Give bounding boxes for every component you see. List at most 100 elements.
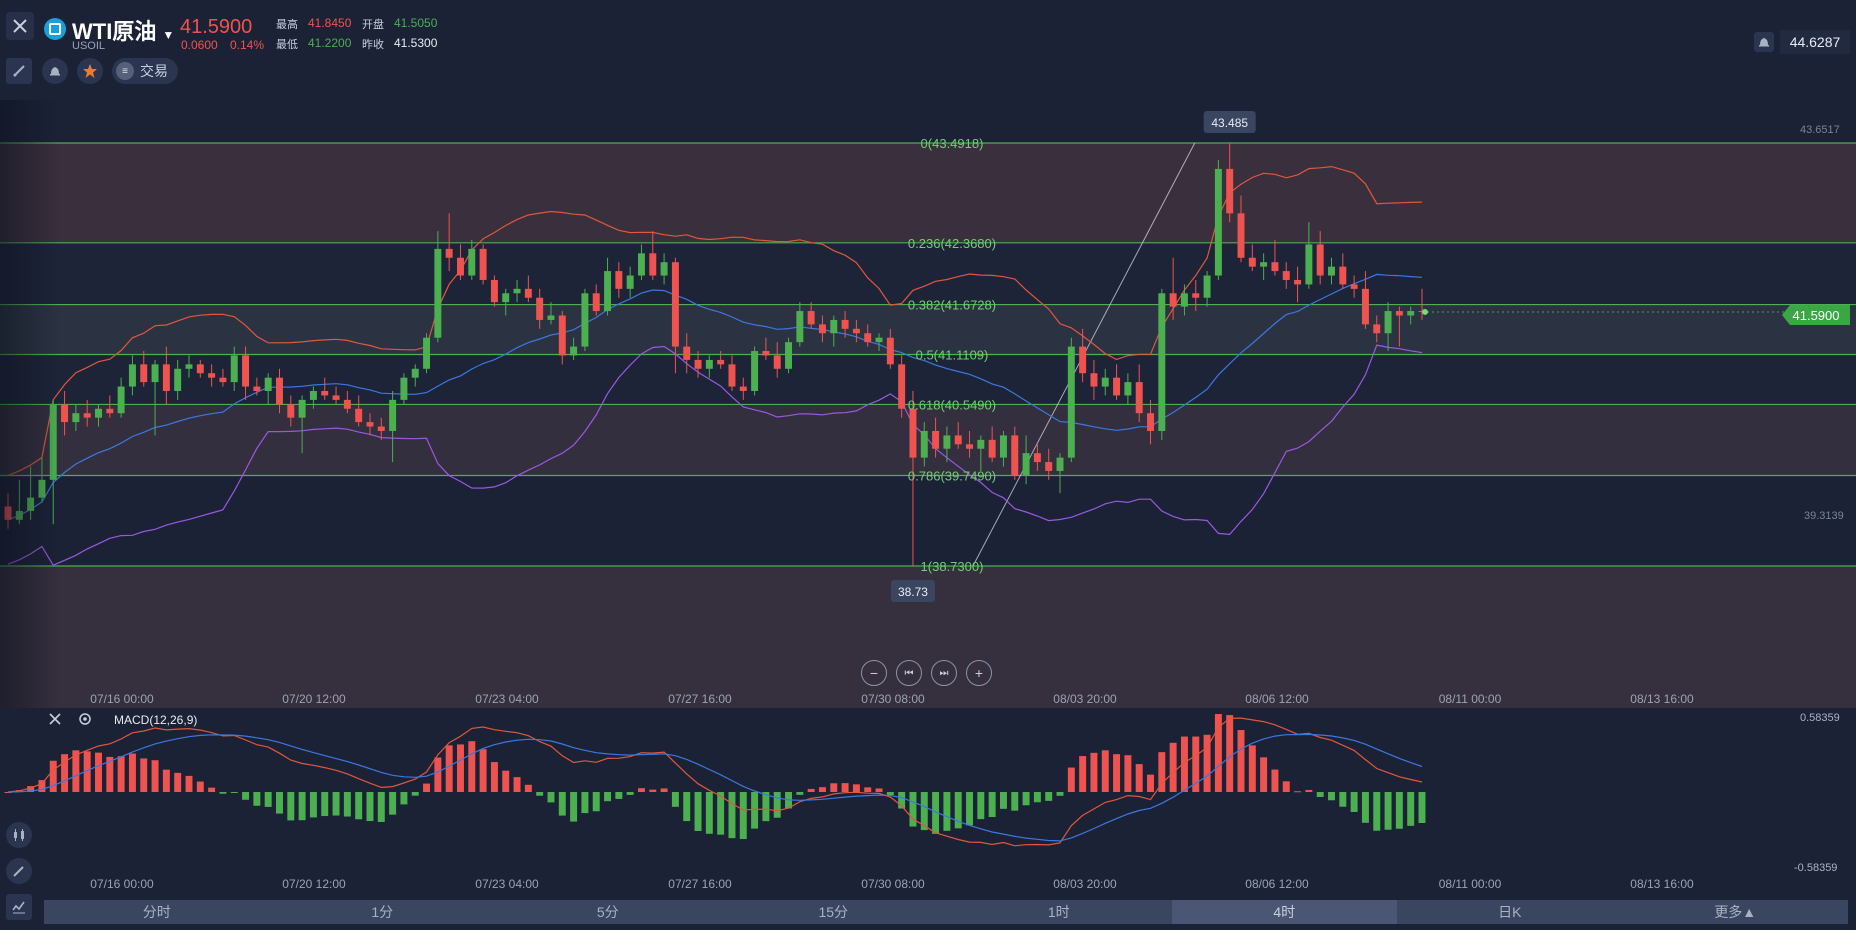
tab-more[interactable]: 更多▲	[1714, 904, 1757, 920]
symbol-icon	[44, 18, 66, 40]
macd-histogram-bar	[954, 792, 962, 829]
macd-histogram-bar	[1090, 752, 1098, 792]
scroll-forward-button[interactable]: ⏭	[931, 660, 957, 686]
candle-body	[1135, 382, 1143, 414]
chart-type-button[interactable]	[6, 822, 32, 848]
current-price: 41.5900	[180, 16, 253, 38]
tab-1hour[interactable]: 1时	[1047, 904, 1070, 920]
macd-histogram-bar	[1067, 767, 1075, 792]
macd-histogram-bar	[332, 792, 340, 816]
candle-body	[1045, 462, 1053, 471]
macd-histogram-bar	[162, 769, 170, 792]
tab-daily[interactable]: 日K	[1498, 904, 1522, 920]
macd-histogram-bar	[773, 792, 781, 818]
macd-histogram-bar	[1056, 792, 1064, 796]
candle-body	[1158, 293, 1166, 431]
macd-histogram-bar	[886, 792, 894, 796]
drawing-button[interactable]	[6, 858, 32, 884]
price-chart[interactable]: 0(43.4918) 0.236(42.3680) 0.382(41.6728) 0.…	[0, 0, 1856, 900]
high-marker-box	[1203, 111, 1256, 133]
tab-timeshare[interactable]: 分时	[142, 904, 171, 920]
fib-zone	[0, 304, 1856, 355]
symbol-selector[interactable]: WTI原油 ▼	[72, 14, 174, 46]
macd-histogram-bar	[751, 792, 759, 829]
candle-body	[389, 399, 397, 431]
candle-body	[411, 368, 419, 378]
macd-histogram-bar	[230, 792, 238, 793]
x-tick-label: 07/27 16:00	[668, 877, 732, 891]
candle-body	[343, 399, 351, 409]
candle-body	[1124, 382, 1132, 396]
close-button[interactable]	[6, 12, 34, 40]
macd-histogram-bar	[253, 792, 261, 806]
quote-label-high: 最高	[276, 19, 298, 31]
macd-histogram-bar	[615, 792, 623, 799]
tab-4hour[interactable]: 4时	[1171, 900, 1397, 924]
candle-body	[1180, 293, 1188, 307]
candle-body	[999, 435, 1007, 458]
trade-button[interactable]: ≡ 交易	[112, 58, 178, 84]
candle-body	[479, 248, 487, 280]
right-axis-top: 43.6517	[1800, 124, 1840, 136]
zoom-out-button[interactable]: −	[861, 660, 887, 686]
candle-body	[852, 328, 860, 334]
candle-body	[1101, 377, 1109, 387]
macd-histogram-bar	[1135, 764, 1143, 792]
macd-settings-button[interactable]	[78, 712, 92, 731]
pencil-icon	[13, 866, 24, 877]
x-tick-label: 08/03 20:00	[1053, 692, 1117, 706]
macd-close-button[interactable]	[48, 712, 62, 731]
macd-histogram-bar	[717, 792, 725, 835]
macd-histogram-bar	[524, 784, 532, 792]
macd-histogram-bar	[309, 792, 317, 818]
symbol-name: WTI原油	[72, 19, 157, 44]
candle-body	[920, 430, 928, 458]
macd-histogram-bar	[1147, 774, 1154, 792]
candle-body	[649, 253, 657, 276]
macd-histogram-bar	[445, 745, 453, 792]
scroll-back-button[interactable]: ⏮	[896, 660, 922, 686]
macd-histogram-bar	[242, 792, 250, 800]
candle-body	[570, 346, 578, 356]
candle-body	[162, 364, 170, 392]
pencil-icon	[13, 65, 25, 77]
macd-histogram-bar	[219, 792, 227, 794]
candle-body	[355, 408, 363, 423]
draw-tool-button[interactable]	[6, 58, 32, 84]
indicator-button[interactable]	[6, 894, 32, 920]
tab-1min[interactable]: 1分	[371, 904, 394, 920]
macd-histogram-bar	[1022, 792, 1030, 806]
current-price-tag: 41.5900	[1782, 305, 1850, 325]
tab-15min[interactable]: 15分	[818, 904, 849, 920]
candle-body	[1395, 311, 1403, 316]
x-tick-label: 08/11 00:00	[1439, 692, 1502, 706]
candle-body	[728, 364, 736, 387]
macd-histogram-bar	[558, 792, 566, 816]
candle-body	[502, 293, 510, 303]
alert-button[interactable]	[42, 58, 68, 84]
x-tick-label: 08/06 12:00	[1245, 692, 1309, 706]
candle-body	[615, 271, 623, 289]
macd-histogram-bar	[660, 788, 668, 792]
list-icon: ≡	[116, 62, 134, 80]
candle-body	[1237, 213, 1245, 258]
macd-histogram-bar	[1407, 792, 1415, 826]
candle-body	[592, 293, 600, 312]
x-tick-label: 07/16 00:00	[90, 877, 154, 891]
candle-body	[864, 333, 872, 343]
candle-body	[1373, 324, 1381, 334]
macd-histogram-bar	[852, 784, 860, 792]
macd-axis-bottom: -0.58359	[1794, 862, 1838, 874]
timeframe-tabs: 分时 1分 5分 15分 1时 4时 日K 更多▲	[44, 900, 1848, 924]
candle-body	[1033, 453, 1041, 463]
x-tick-label: 08/13 16:00	[1630, 877, 1694, 891]
tab-5min[interactable]: 5分	[596, 904, 619, 920]
x-tick-label: 08/06 12:00	[1245, 877, 1309, 891]
candle-body	[1079, 346, 1087, 374]
candle-body	[174, 368, 182, 392]
favorite-button[interactable]	[77, 58, 103, 84]
zoom-in-button[interactable]: +	[966, 660, 992, 686]
price-alert-button[interactable]	[1754, 32, 1774, 52]
candle-body	[1056, 457, 1064, 471]
candle-body	[253, 386, 261, 392]
